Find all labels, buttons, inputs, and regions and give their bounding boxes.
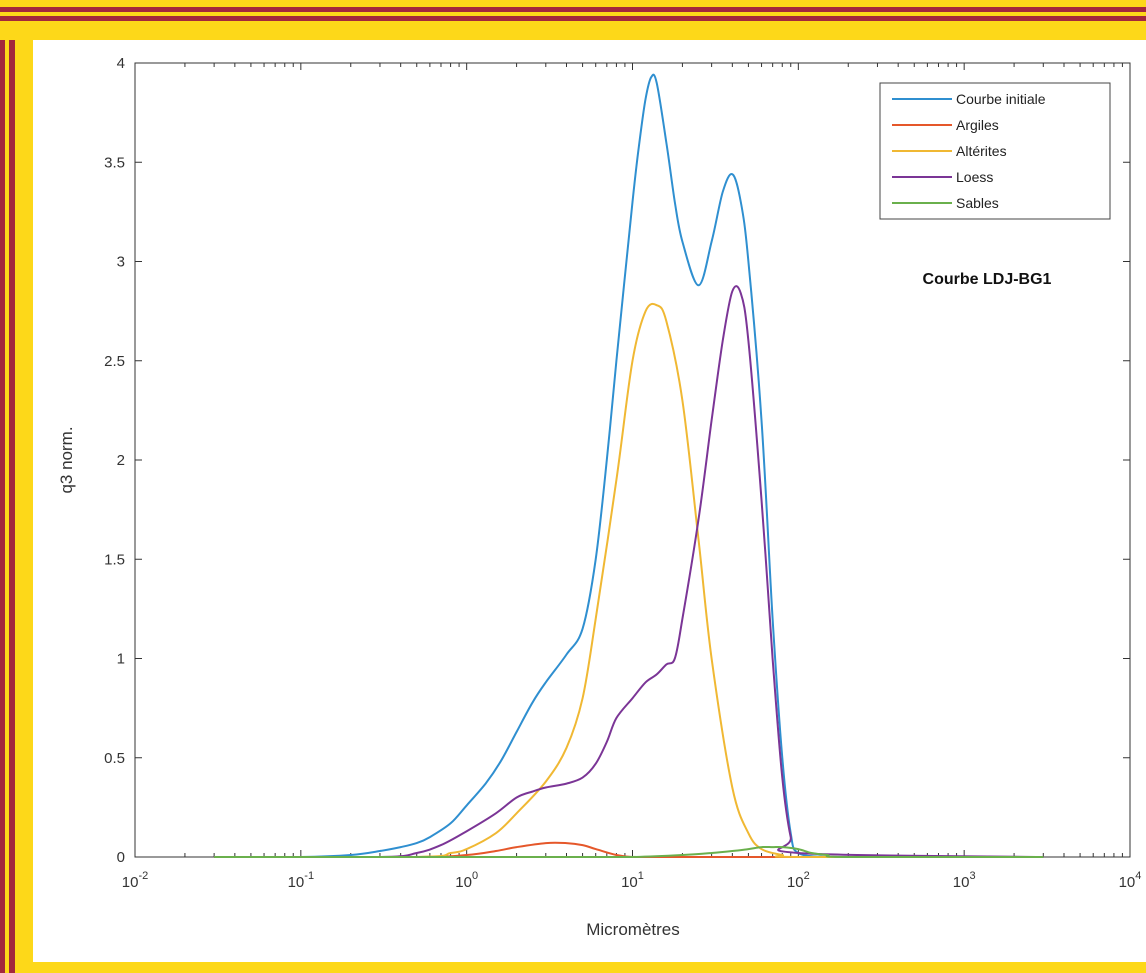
- series-line-alt-rites: [214, 302, 1044, 859]
- y-tick-label: 1: [117, 651, 125, 668]
- legend-label: Argiles: [956, 117, 999, 133]
- x-tick-label: 10-1: [288, 870, 314, 891]
- series-line-loess: [214, 285, 1044, 859]
- legend: Courbe initiale Argiles Altérites Loess Sabl…: [879, 82, 1111, 220]
- chart-annotation: Courbe LDJ-BG1: [923, 271, 1052, 288]
- y-tick-label: 1.5: [104, 551, 125, 568]
- x-tick-label: 102: [787, 870, 810, 891]
- x-tick-label: 100: [455, 870, 478, 891]
- y-tick-label: 3.5: [104, 154, 125, 171]
- series-line-sables: [214, 845, 1044, 859]
- legend-label: Altérites: [956, 143, 1007, 159]
- x-tick-label: 104: [1119, 870, 1142, 891]
- series-line-argiles: [214, 841, 1044, 859]
- y-tick-label: 2.5: [104, 353, 125, 370]
- x-tick-label: 10-2: [122, 870, 148, 891]
- legend-label: Courbe initiale: [956, 91, 1046, 107]
- series-line-courbe-initiale: [214, 73, 1044, 859]
- legend-label: Sables: [956, 195, 999, 211]
- legend-label: Loess: [956, 169, 993, 185]
- y-axis-label: q3 norm.: [57, 426, 76, 493]
- x-tick-label: 103: [953, 870, 976, 891]
- y-tick-label: 0.5: [104, 750, 125, 767]
- axis-ticks: 10-2 10-1 100 101 102 103 104 0 0.5 1 1.5 2 2.5 3 3.5 4: [104, 55, 1141, 891]
- y-tick-label: 3: [117, 254, 125, 271]
- y-tick-label: 0: [117, 849, 125, 866]
- y-tick-label: 2: [117, 452, 125, 469]
- x-axis-label: Micromètres: [586, 920, 680, 939]
- series-group: [214, 73, 1044, 859]
- y-tick-label: 4: [117, 55, 125, 72]
- x-tick-label: 101: [621, 870, 644, 891]
